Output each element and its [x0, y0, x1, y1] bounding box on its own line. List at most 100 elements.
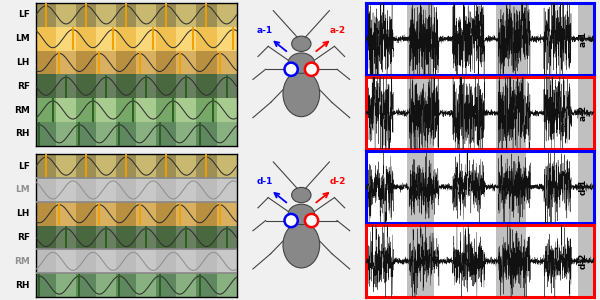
Bar: [136, 249, 157, 273]
Bar: [36, 273, 56, 297]
Bar: [136, 122, 157, 146]
Bar: [96, 202, 116, 226]
Bar: [176, 226, 196, 249]
Ellipse shape: [288, 53, 314, 73]
Circle shape: [284, 214, 298, 227]
Bar: [76, 249, 96, 273]
Bar: [407, 72, 434, 154]
Circle shape: [284, 63, 298, 76]
Bar: [452, 146, 480, 228]
Text: RM: RM: [14, 106, 30, 115]
Bar: [176, 3, 196, 27]
Bar: [96, 27, 116, 51]
Bar: [36, 249, 56, 273]
Bar: [407, 146, 434, 228]
Bar: [366, 72, 389, 154]
Bar: [136, 51, 157, 74]
Text: RH: RH: [16, 129, 30, 138]
Circle shape: [305, 63, 318, 76]
Bar: [176, 202, 196, 226]
Bar: [56, 202, 76, 226]
Bar: [136, 154, 157, 178]
Bar: [116, 27, 136, 51]
Text: LH: LH: [17, 58, 30, 67]
Bar: [578, 0, 594, 80]
Bar: [196, 122, 217, 146]
Bar: [36, 122, 56, 146]
Bar: [136, 3, 157, 27]
Bar: [366, 146, 389, 228]
Bar: [76, 3, 96, 27]
Bar: [56, 122, 76, 146]
Bar: [366, 0, 389, 80]
Bar: [116, 98, 136, 122]
Bar: [36, 154, 56, 178]
Bar: [56, 51, 76, 74]
Bar: [96, 3, 116, 27]
Bar: [217, 51, 236, 74]
Bar: [96, 226, 116, 249]
Bar: [96, 273, 116, 297]
Circle shape: [305, 214, 318, 227]
Bar: [36, 202, 56, 226]
Bar: [196, 74, 217, 98]
Bar: [366, 220, 389, 300]
Bar: [157, 202, 176, 226]
Bar: [136, 178, 157, 202]
Bar: [116, 226, 136, 249]
Bar: [578, 72, 594, 154]
Bar: [452, 220, 480, 300]
Text: RF: RF: [17, 233, 30, 242]
Bar: [196, 51, 217, 74]
Bar: [496, 220, 526, 300]
Bar: [157, 226, 176, 249]
Text: RF: RF: [17, 82, 30, 91]
Bar: [56, 273, 76, 297]
Bar: [217, 27, 236, 51]
Bar: [116, 154, 136, 178]
Bar: [176, 51, 196, 74]
Bar: [76, 273, 96, 297]
Bar: [136, 27, 157, 51]
Bar: [542, 220, 566, 300]
Text: a-1: a-1: [578, 31, 587, 47]
Bar: [196, 273, 217, 297]
Bar: [196, 154, 217, 178]
Ellipse shape: [292, 36, 311, 51]
Bar: [96, 51, 116, 74]
Text: RM: RM: [14, 257, 30, 266]
Ellipse shape: [283, 222, 320, 268]
Bar: [36, 178, 236, 202]
Bar: [217, 202, 236, 226]
Bar: [217, 3, 236, 27]
Bar: [176, 74, 196, 98]
Bar: [36, 74, 56, 98]
Bar: [157, 3, 176, 27]
Bar: [176, 273, 196, 297]
Bar: [196, 249, 217, 273]
Bar: [56, 154, 76, 178]
Bar: [76, 226, 96, 249]
Bar: [56, 74, 76, 98]
Bar: [116, 74, 136, 98]
Bar: [157, 154, 176, 178]
Bar: [407, 0, 434, 80]
Bar: [176, 27, 196, 51]
Bar: [116, 178, 136, 202]
Bar: [452, 0, 480, 80]
Bar: [157, 273, 176, 297]
Bar: [36, 249, 236, 273]
Bar: [496, 0, 526, 80]
Bar: [157, 249, 176, 273]
Bar: [196, 202, 217, 226]
Bar: [157, 122, 176, 146]
Bar: [96, 178, 116, 202]
Bar: [36, 3, 56, 27]
Bar: [76, 98, 96, 122]
Bar: [496, 72, 526, 154]
Text: LM: LM: [15, 34, 30, 43]
Bar: [542, 146, 566, 228]
Text: LF: LF: [18, 162, 30, 171]
Bar: [217, 122, 236, 146]
Bar: [217, 74, 236, 98]
